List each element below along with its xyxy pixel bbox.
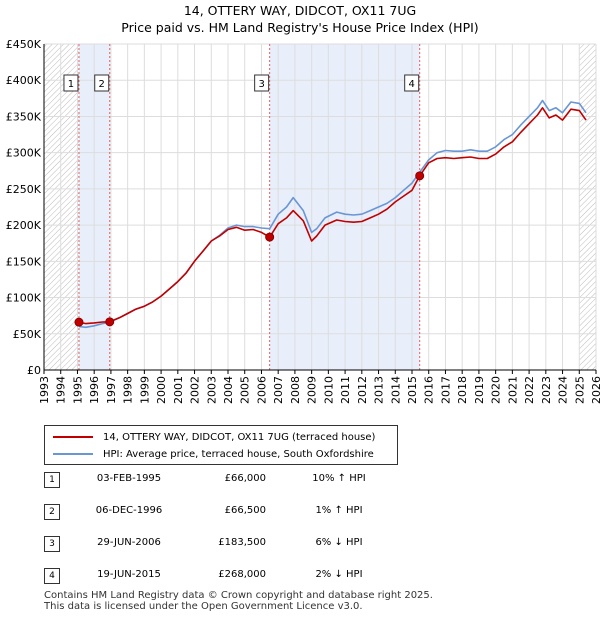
table-row: 3 29-JUN-2006 £183,500 6% ↓ HPI <box>44 536 444 556</box>
chart-legend: 14, OTTERY WAY, DIDCOT, OX11 7UG (terrac… <box>44 425 398 465</box>
x-tick-label: 1995 <box>71 376 84 404</box>
x-tick-label: 1998 <box>122 376 135 404</box>
x-tick-label: 2002 <box>189 376 202 404</box>
chart-title: 14, OTTERY WAY, DIDCOT, OX11 7UG Price p… <box>0 2 600 36</box>
x-tick-label: 1999 <box>138 376 151 404</box>
sale-point <box>105 317 115 327</box>
x-tick-label: 2001 <box>172 376 185 404</box>
chart-title-line2: Price paid vs. HM Land Registry's House … <box>121 20 479 35</box>
x-tick-label: 2026 <box>590 376 600 404</box>
legend-label-hpi: HPI: Average price, terraced house, Sout… <box>103 448 374 460</box>
transaction-number: 1 <box>44 472 60 488</box>
sale-number-label: 3 <box>258 79 264 90</box>
legend-item-property: 14, OTTERY WAY, DIDCOT, OX11 7UG (terrac… <box>53 429 375 445</box>
x-tick-label: 2009 <box>306 376 319 404</box>
legend-item-hpi: HPI: Average price, terraced house, Sout… <box>53 446 374 462</box>
sale-point <box>74 317 84 327</box>
x-tick-label: 2025 <box>573 376 586 404</box>
x-tick-label: 2005 <box>239 376 252 404</box>
transaction-price: £66,500 <box>224 505 266 516</box>
x-tick-label: 2020 <box>490 376 503 404</box>
x-tick-label: 2012 <box>356 376 369 404</box>
transaction-number: 3 <box>44 536 60 552</box>
table-row: 4 19-JUN-2015 £268,000 2% ↓ HPI <box>44 568 444 588</box>
y-tick-label: £300K <box>6 147 42 160</box>
sale-point <box>415 171 425 181</box>
transaction-date: 19-JUN-2015 <box>97 569 161 580</box>
x-tick-label: 2015 <box>406 376 419 404</box>
table-row: 2 06-DEC-1996 £66,500 1% ↑ HPI <box>44 504 444 524</box>
x-tick-label: 1997 <box>105 376 118 404</box>
transaction-date: 29-JUN-2006 <box>97 537 161 548</box>
transaction-price: £268,000 <box>218 569 266 580</box>
x-tick-label: 2017 <box>439 376 452 404</box>
table-row: 1 03-FEB-1995 £66,000 10% ↑ HPI <box>44 472 444 492</box>
y-tick-label: £250K <box>6 183 42 196</box>
legend-label-property: 14, OTTERY WAY, DIDCOT, OX11 7UG (terrac… <box>103 431 376 443</box>
sale-number-box <box>254 74 270 92</box>
sale-point <box>265 232 275 242</box>
transaction-price: £183,500 <box>218 537 266 548</box>
transaction-hpi: 2% ↓ HPI <box>315 569 363 580</box>
transaction-number: 2 <box>44 504 60 520</box>
footer-attribution: Contains HM Land Registry data © Crown c… <box>44 590 433 612</box>
price-chart: £0 £50K £100K £150K £200K £250K £300K £350K £400… <box>6 38 600 404</box>
x-tick-label: 2006 <box>255 376 268 404</box>
y-tick-label: £50K <box>13 328 42 341</box>
x-tick-label: 1996 <box>88 376 101 404</box>
sale-number-box <box>63 74 79 92</box>
x-tick-label: 2003 <box>205 376 218 404</box>
x-tick-label: 2014 <box>389 376 402 404</box>
y-tick-label: £400K <box>6 74 42 87</box>
sale-number-box <box>404 74 420 92</box>
legend-swatch-hpi <box>53 453 93 455</box>
transaction-hpi: 1% ↑ HPI <box>315 505 363 516</box>
x-tick-label: 2008 <box>289 376 302 404</box>
transaction-hpi: 6% ↓ HPI <box>315 537 363 548</box>
x-tick-label: 2019 <box>473 376 486 404</box>
x-tick-label: 2010 <box>322 376 335 404</box>
x-tick-label: 2007 <box>272 376 285 404</box>
y-tick-label: £350K <box>6 110 42 123</box>
y-tick-label: £100K <box>6 292 42 305</box>
transaction-date: 06-DEC-1996 <box>95 505 163 516</box>
x-tick-label: 1993 <box>38 376 51 404</box>
chart-title-line1: 14, OTTERY WAY, DIDCOT, OX11 7UG <box>183 3 417 18</box>
x-tick-label: 2018 <box>456 376 469 404</box>
x-tick-label: 2024 <box>557 376 570 404</box>
transaction-hpi: 10% ↑ HPI <box>312 473 366 484</box>
y-tick-label: £0 <box>27 364 41 377</box>
sale-number-label: 4 <box>409 79 415 90</box>
footer-line1: Contains HM Land Registry data © Crown c… <box>44 590 433 601</box>
x-tick-label: 2004 <box>222 376 235 404</box>
sale-number-label: 1 <box>68 79 74 90</box>
x-tick-label: 2016 <box>423 376 436 404</box>
x-tick-label: 2023 <box>540 376 553 404</box>
x-tick-label: 2022 <box>523 376 536 404</box>
y-tick-label: £150K <box>6 255 42 268</box>
sale-number-box <box>94 74 110 92</box>
footer-line2: This data is licensed under the Open Gov… <box>44 601 363 612</box>
x-tick-label: 2000 <box>155 376 168 404</box>
transaction-date: 03-FEB-1995 <box>96 473 162 484</box>
y-tick-label: £200K <box>6 219 42 232</box>
x-tick-label: 2021 <box>506 376 519 404</box>
legend-swatch-property <box>53 436 93 438</box>
x-tick-label: 2013 <box>373 376 386 404</box>
sale-number-label: 2 <box>99 79 105 90</box>
x-tick-label: 2011 <box>339 376 352 404</box>
transaction-price: £66,000 <box>224 473 266 484</box>
hatch-region-before <box>44 44 79 370</box>
y-tick-label: £450K <box>6 38 42 51</box>
x-tick-label: 1994 <box>55 376 68 404</box>
transaction-number: 4 <box>44 568 60 584</box>
property-price-line <box>78 107 587 325</box>
hatch-region-future <box>579 44 596 370</box>
